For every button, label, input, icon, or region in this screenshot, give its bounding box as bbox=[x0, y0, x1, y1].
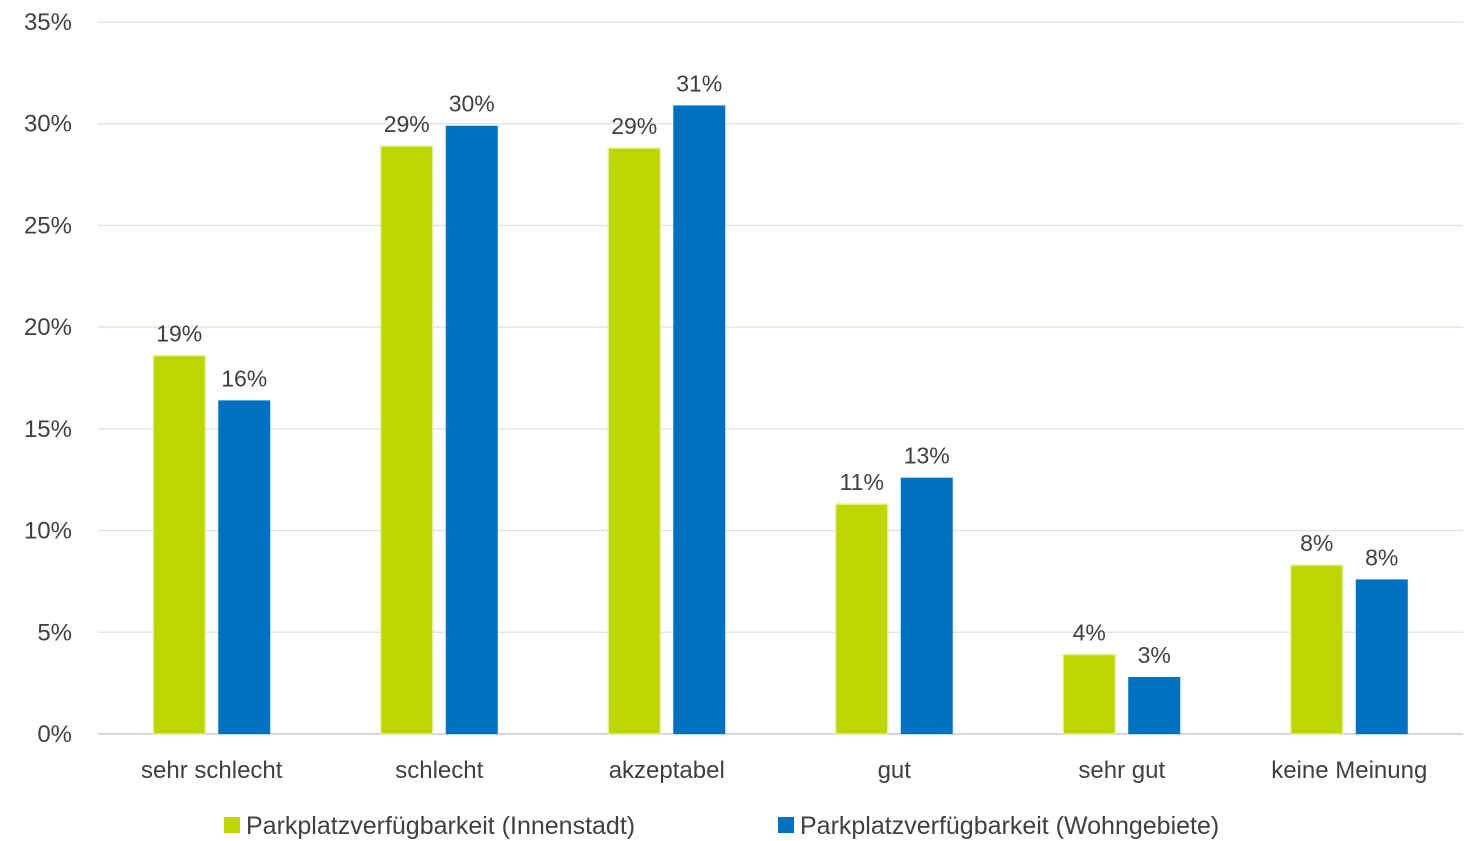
bar bbox=[1355, 579, 1408, 734]
bar bbox=[607, 147, 661, 735]
x-axis-categories: sehr schlecht schlecht akzeptabel gut sehr g… bbox=[141, 757, 1427, 784]
y-tick-label: 30% bbox=[24, 111, 72, 138]
y-tick-label: 15% bbox=[24, 416, 72, 443]
bar bbox=[900, 477, 953, 734]
y-tick-label: 5% bbox=[37, 619, 72, 646]
bar bbox=[1290, 564, 1344, 735]
data-label: 3% bbox=[1138, 642, 1171, 668]
bar bbox=[152, 354, 206, 735]
x-tick-label: sehr gut bbox=[1078, 757, 1165, 784]
gridlines bbox=[98, 21, 1463, 735]
legend-swatch-wohngebiete bbox=[778, 817, 794, 833]
x-tick-label: keine Meinung bbox=[1271, 757, 1427, 784]
data-label: 8% bbox=[1365, 544, 1398, 570]
bars bbox=[152, 105, 1408, 735]
x-tick-label: gut bbox=[878, 757, 912, 784]
bar bbox=[218, 400, 271, 734]
data-label: 4% bbox=[1073, 620, 1106, 646]
y-tick-label: 20% bbox=[24, 314, 72, 341]
data-labels: 19% 16% 29% 30% 29% 31% 11% 13% 4% 3% 8% 8% bbox=[156, 70, 1398, 668]
y-tick-label: 35% bbox=[24, 9, 72, 36]
data-label: 11% bbox=[840, 469, 884, 495]
data-label: 13% bbox=[904, 443, 950, 469]
x-tick-label: akzeptabel bbox=[609, 757, 725, 784]
data-label: 29% bbox=[611, 113, 657, 139]
x-tick-label: sehr schlecht bbox=[141, 757, 283, 784]
legend-label-wohngebiete: Parkplatzverfügbarkeit (Wohngebiete) bbox=[800, 812, 1219, 840]
data-label: 31% bbox=[676, 70, 722, 96]
data-label: 8% bbox=[1300, 530, 1333, 556]
legend: Parkplatzverfügbarkeit (Innenstadt) Park… bbox=[224, 812, 1219, 840]
bar bbox=[835, 503, 889, 735]
x-tick-label: schlecht bbox=[395, 757, 483, 784]
legend-label-innenstadt: Parkplatzverfügbarkeit (Innenstadt) bbox=[246, 812, 635, 840]
y-tick-label: 25% bbox=[24, 212, 72, 239]
bar bbox=[445, 125, 498, 734]
bar bbox=[1062, 653, 1116, 735]
data-label: 30% bbox=[449, 91, 495, 117]
data-label: 16% bbox=[221, 365, 267, 391]
legend-swatch-innenstadt bbox=[224, 817, 240, 833]
y-tick-label: 10% bbox=[24, 518, 72, 545]
data-label: 29% bbox=[384, 111, 430, 137]
y-tick-label: 0% bbox=[37, 721, 72, 748]
y-axis-ticks: 0% 5% 10% 15% 20% 25% 30% 35% bbox=[24, 9, 72, 748]
bar bbox=[673, 105, 726, 735]
bar bbox=[380, 145, 434, 735]
data-label: 19% bbox=[156, 321, 202, 347]
bar bbox=[1128, 677, 1181, 734]
